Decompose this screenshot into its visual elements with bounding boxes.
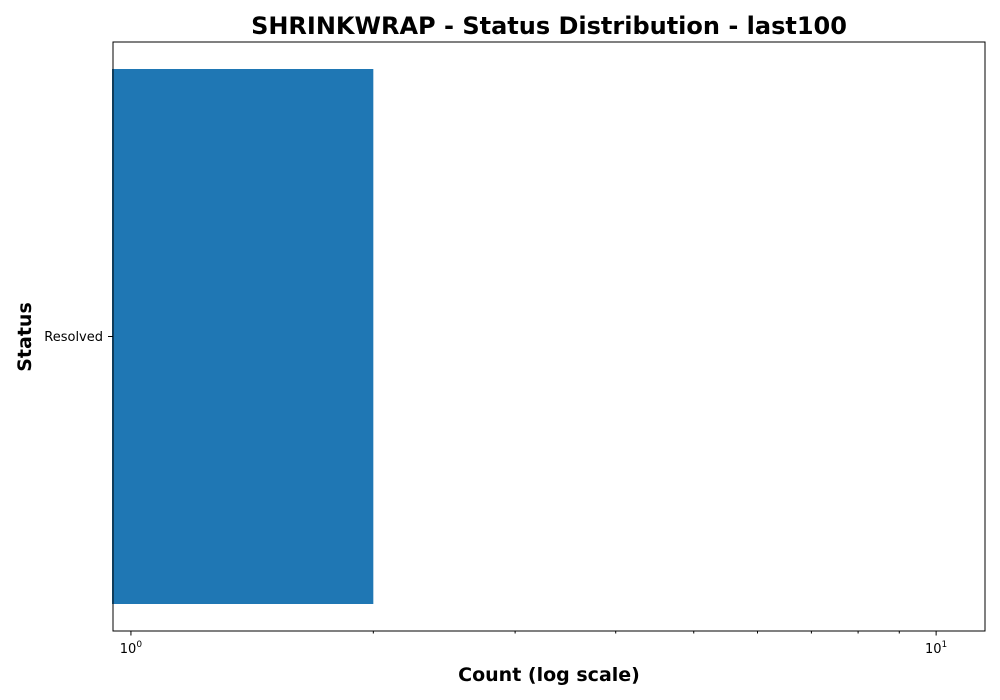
x-tick-label-exponent: 0 — [136, 640, 142, 650]
y-axis-label: Status — [14, 302, 36, 372]
x-axis-label: Count (log scale) — [458, 664, 640, 686]
bar-resolved — [112, 69, 374, 604]
y-tick-label: Resolved — [44, 330, 103, 345]
x-tick-label: 100 — [120, 640, 143, 657]
x-tick-label-exponent: 1 — [942, 640, 948, 650]
chart-title: SHRINKWRAP - Status Distribution - last1… — [251, 12, 847, 40]
x-tick-label-base: 10 — [925, 642, 942, 657]
plot-frame — [112, 41, 986, 632]
x-tick-label: 101 — [925, 640, 947, 657]
x-tick-label-base: 10 — [120, 642, 137, 657]
